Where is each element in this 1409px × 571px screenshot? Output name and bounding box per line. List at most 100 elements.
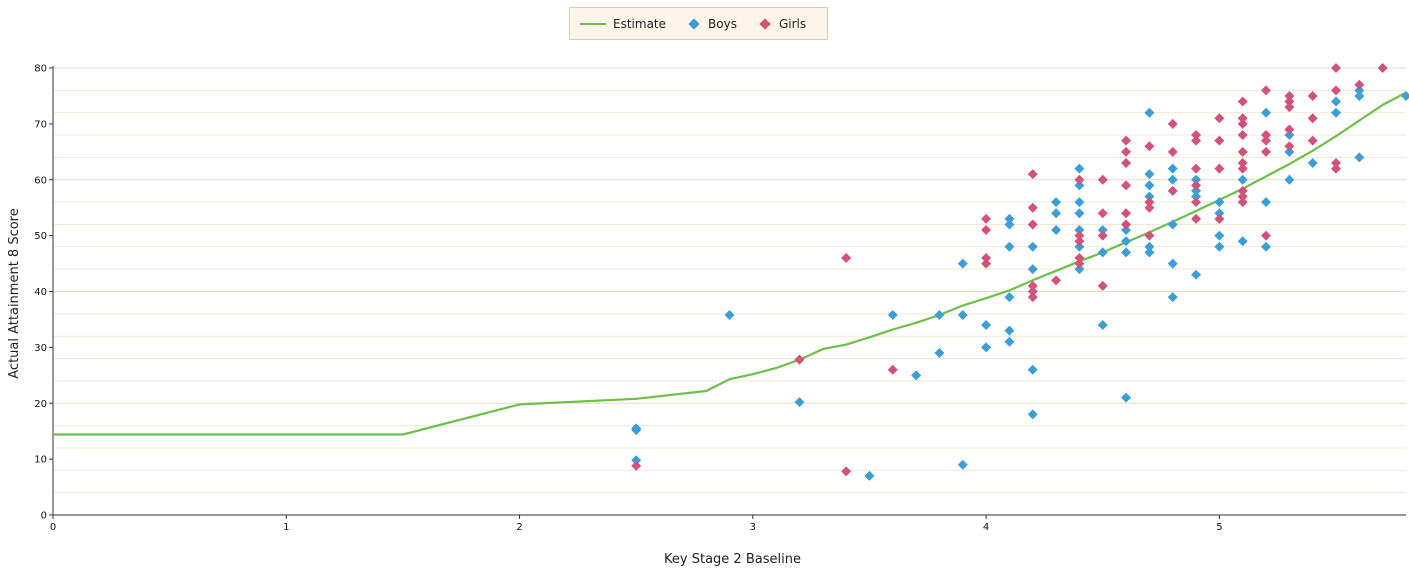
point-girls	[981, 258, 992, 269]
point-girls	[1027, 219, 1038, 230]
point-boys	[1261, 241, 1272, 252]
point-boys	[1237, 174, 1248, 185]
point-boys	[1167, 258, 1178, 269]
point-girls	[1144, 202, 1155, 213]
point-girls	[794, 354, 805, 365]
point-boys	[1027, 264, 1038, 275]
y-tick-label: 30	[34, 343, 47, 354]
legend-item-estimate[interactable]: Estimate	[580, 17, 666, 31]
point-girls	[1191, 135, 1202, 146]
point-girls	[1261, 230, 1272, 241]
point-girls	[1121, 180, 1132, 191]
point-boys	[1097, 320, 1108, 331]
axes	[49, 66, 1406, 519]
point-boys	[911, 370, 922, 381]
point-girls	[1284, 96, 1295, 107]
point-boys	[1284, 130, 1295, 141]
x-axis-title: Key Stage 2 Baseline	[664, 552, 801, 567]
point-girls	[1027, 169, 1038, 180]
point-girls	[1331, 85, 1342, 96]
point-girls	[1237, 146, 1248, 157]
point-girls	[981, 225, 992, 236]
x-tick-label: 4	[983, 522, 989, 533]
point-girls	[887, 364, 898, 375]
point-girls	[1097, 280, 1108, 291]
point-boys	[1144, 241, 1155, 252]
points-layer	[631, 63, 1409, 481]
point-girls	[1191, 130, 1202, 141]
y-tick-label: 10	[34, 455, 47, 466]
estimate-line	[53, 91, 1407, 436]
point-girls	[1237, 113, 1248, 124]
x-tick-label: 2	[516, 522, 522, 533]
point-boys	[1004, 241, 1015, 252]
legend-item-boys[interactable]: Boys	[688, 17, 737, 31]
point-boys	[1074, 208, 1085, 219]
point-boys	[1027, 364, 1038, 375]
point-girls	[1121, 208, 1132, 219]
point-boys	[1144, 247, 1155, 258]
point-girls	[1167, 185, 1178, 196]
point-boys	[1074, 197, 1085, 208]
point-girls	[1261, 135, 1272, 146]
point-girls	[981, 213, 992, 224]
point-girls	[1097, 208, 1108, 219]
point-girls	[1144, 197, 1155, 208]
point-boys	[1074, 163, 1085, 174]
point-girls	[1214, 163, 1225, 174]
point-girls	[1237, 96, 1248, 107]
point-boys	[1027, 241, 1038, 252]
point-girls	[1027, 202, 1038, 213]
point-girls	[1331, 63, 1342, 73]
point-girls	[1261, 85, 1272, 96]
point-girls	[1354, 79, 1365, 90]
point-girls	[1121, 135, 1132, 146]
legend-label-boys: Boys	[708, 16, 737, 31]
point-boys	[1144, 180, 1155, 191]
point-boys	[1354, 152, 1365, 163]
x-tick-label: 0	[50, 522, 56, 533]
point-boys	[1004, 292, 1015, 303]
point-girls	[1144, 230, 1155, 241]
chart-legend: Estimate Boys Girls	[569, 7, 828, 40]
point-girls	[1121, 219, 1132, 230]
point-girls	[1167, 146, 1178, 157]
point-girls	[981, 252, 992, 263]
point-boys	[1214, 197, 1225, 208]
y-tick-label: 0	[41, 511, 47, 522]
legend-item-girls[interactable]: Girls	[759, 17, 806, 31]
point-girls	[1074, 230, 1085, 241]
point-boys	[1214, 230, 1225, 241]
point-girls	[1191, 163, 1202, 174]
point-girls	[1284, 90, 1295, 101]
point-boys	[1004, 336, 1015, 347]
point-boys	[1121, 392, 1132, 403]
point-boys	[1074, 264, 1085, 275]
y-tick-label: 20	[34, 399, 47, 410]
point-boys	[1144, 191, 1155, 202]
legend-label-girls: Girls	[778, 16, 807, 31]
point-boys	[1167, 219, 1178, 230]
point-boys	[1307, 157, 1318, 168]
point-boys	[1074, 241, 1085, 252]
point-girls	[1237, 118, 1248, 129]
point-boys	[1191, 174, 1202, 185]
point-girls	[1307, 113, 1318, 124]
point-boys	[1121, 236, 1132, 247]
point-boys	[957, 309, 968, 320]
point-boys	[1144, 107, 1155, 118]
point-girls	[631, 460, 642, 471]
point-boys	[1121, 225, 1132, 236]
point-girls	[1097, 174, 1108, 185]
x-tick-label: 5	[1216, 522, 1222, 533]
point-girls	[1307, 135, 1318, 146]
point-girls	[1027, 280, 1038, 291]
point-girls	[1121, 146, 1132, 157]
y-tick-label: 60	[34, 175, 47, 186]
legend-label-estimate: Estimate	[613, 16, 667, 31]
point-boys	[1144, 169, 1155, 180]
point-girls	[1377, 63, 1388, 73]
point-boys	[1097, 225, 1108, 236]
y-axis-title: Actual Attainment 8 Score	[7, 208, 22, 378]
